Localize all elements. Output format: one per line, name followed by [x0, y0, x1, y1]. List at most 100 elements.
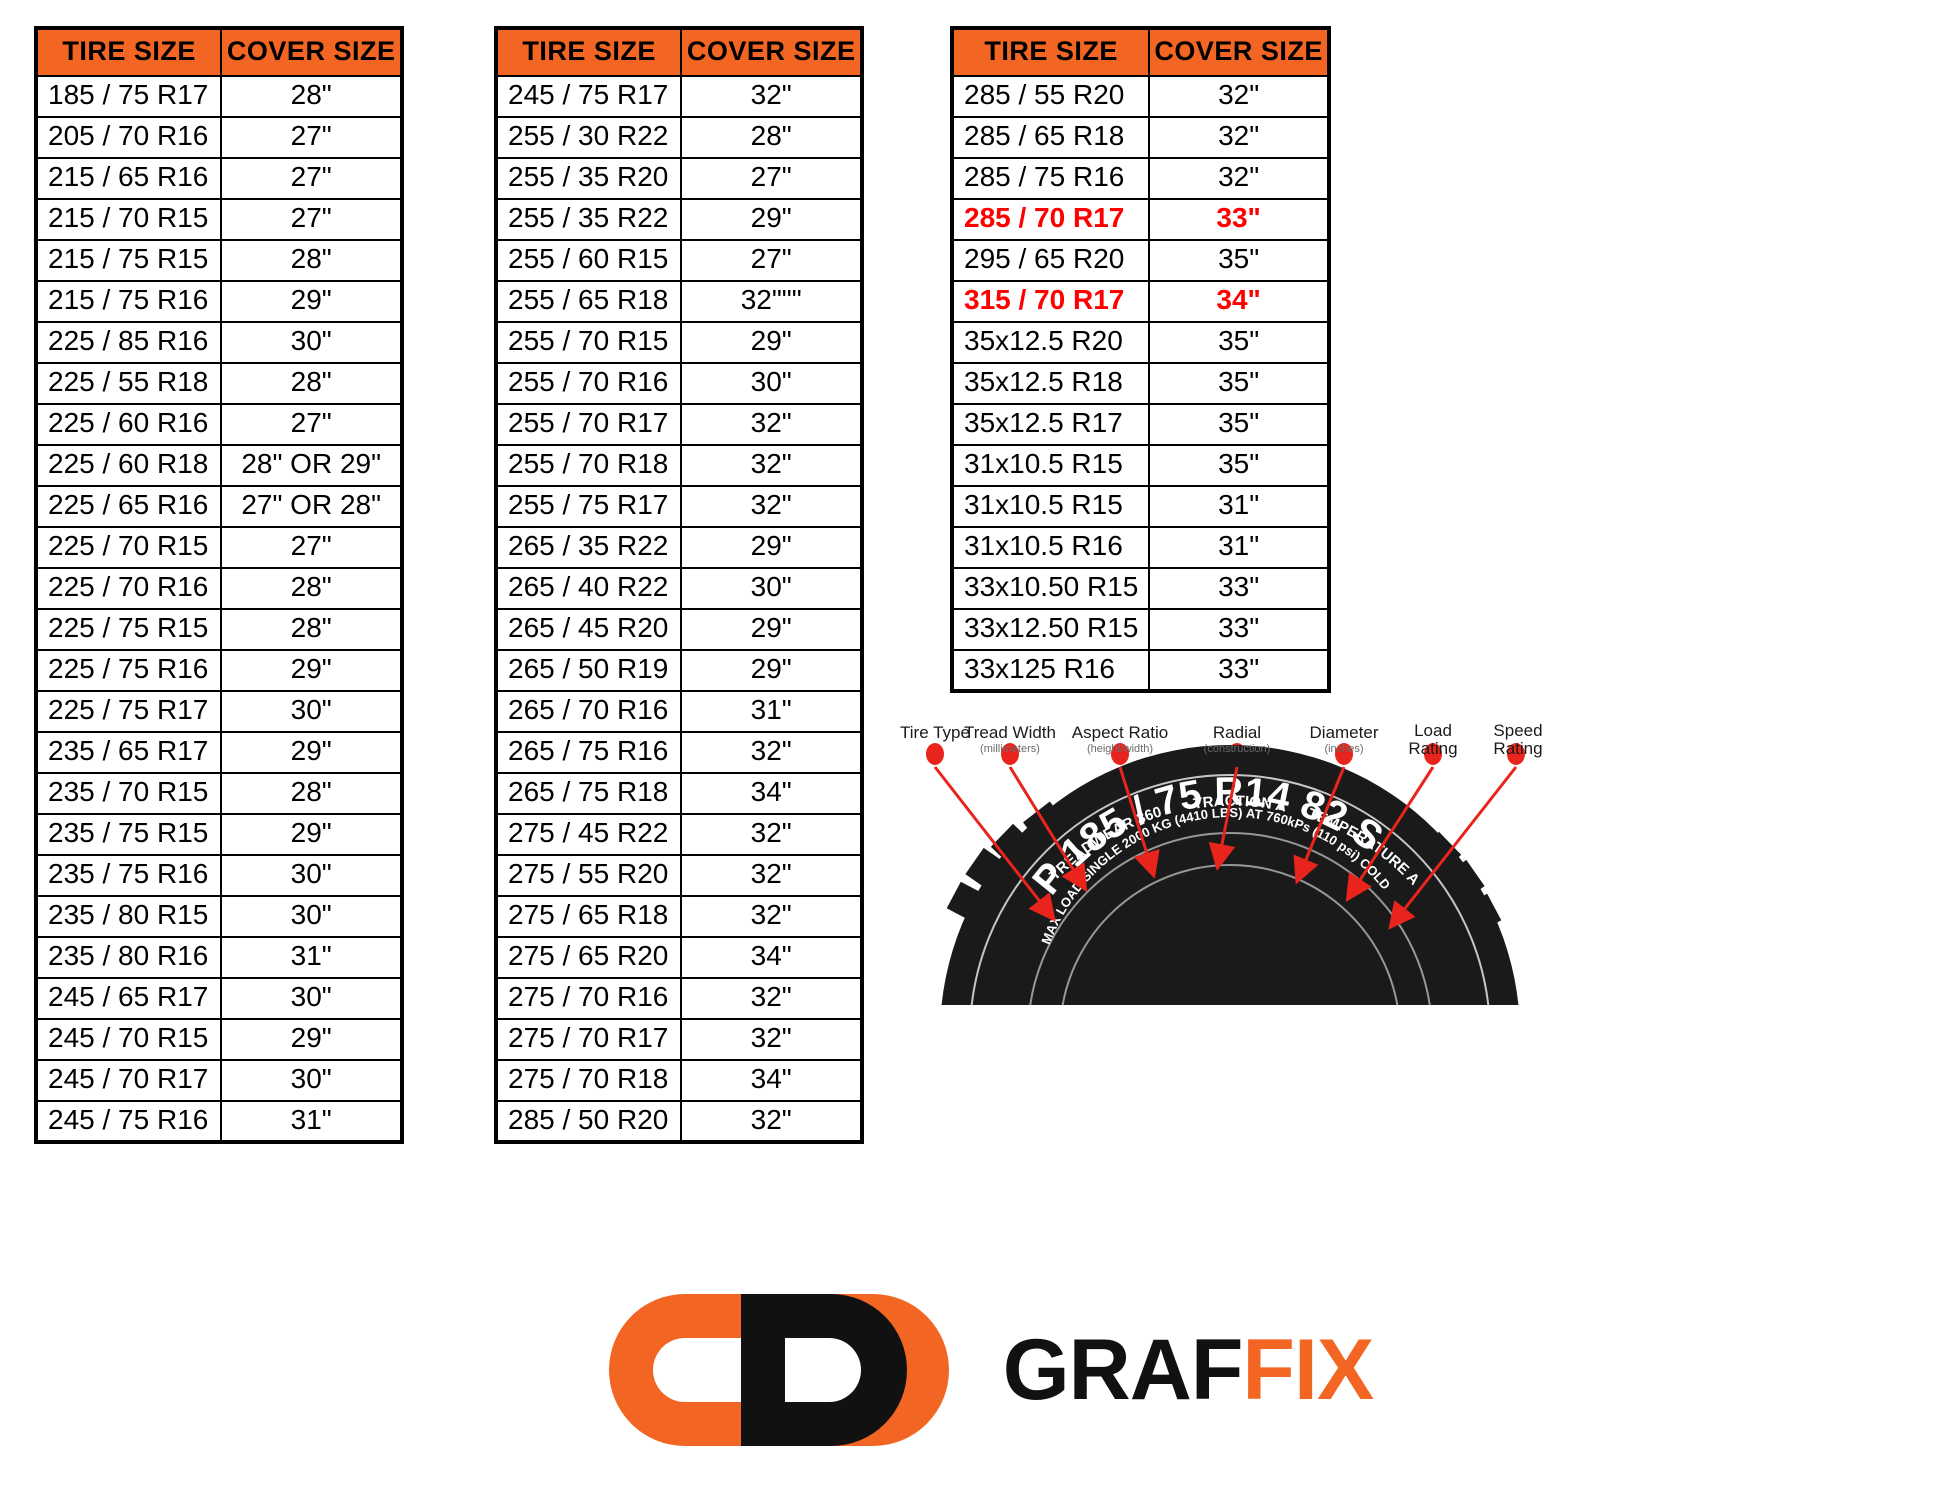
table-row: 255 / 65 R18 32"""	[494, 280, 863, 323]
table-row: 35x12.5 R17 35"	[950, 403, 1330, 446]
table-row: 185 / 75 R17 28"	[34, 75, 403, 118]
cell-tire-size: 265 / 45 R20	[494, 608, 683, 651]
table-row: 275 / 65 R18 32"	[494, 895, 863, 938]
logo-word-fix: FIX	[1242, 1321, 1374, 1418]
cell-cover-size: 34"	[680, 936, 863, 979]
table-row: 31x10.5 R15 35"	[950, 444, 1330, 487]
cell-tire-size: 235 / 75 R16	[34, 854, 223, 897]
cell-tire-size: 275 / 65 R20	[494, 936, 683, 979]
cell-tire-size: 205 / 70 R16	[34, 116, 223, 159]
table-row: 255 / 35 R22 29"	[494, 198, 863, 241]
cell-tire-size: 275 / 65 R18	[494, 895, 683, 938]
cell-tire-size: 275 / 70 R18	[494, 1059, 683, 1102]
cell-tire-size: 215 / 75 R16	[34, 280, 223, 323]
cell-tire-size: 265 / 40 R22	[494, 567, 683, 610]
table-row: 245 / 65 R17 30"	[34, 977, 403, 1020]
logo-mark-icon	[608, 1294, 949, 1446]
table-row: 215 / 75 R15 28"	[34, 239, 403, 282]
cell-tire-size: 235 / 80 R16	[34, 936, 223, 979]
table-row: 265 / 70 R16 31"	[494, 690, 863, 733]
cell-cover-size: 28"	[220, 608, 403, 651]
tire-size-table-2: TIRE SIZE COVER SIZE 245 / 75 R17 32" 255 …	[494, 26, 864, 1144]
table-row: 295 / 65 R20 35"	[950, 239, 1330, 282]
table-row: 225 / 75 R16 29"	[34, 649, 403, 692]
cell-cover-size: 30"	[220, 321, 403, 364]
table-row: 225 / 65 R16 27" OR 28"	[34, 485, 403, 528]
cell-tire-size: 255 / 35 R20	[494, 157, 683, 200]
table-row: 35x12.5 R20 35"	[950, 321, 1330, 364]
cell-tire-size: 35x12.5 R18	[950, 362, 1151, 405]
cell-tire-size: 235 / 70 R15	[34, 772, 223, 815]
cell-tire-size: 225 / 75 R15	[34, 608, 223, 651]
cell-tire-size: 245 / 75 R17	[494, 75, 683, 118]
cell-tire-size: 225 / 70 R16	[34, 567, 223, 610]
cell-cover-size: 33"	[1148, 608, 1330, 651]
cell-cover-size: 33"	[1148, 649, 1330, 692]
cell-cover-size: 28"	[220, 567, 403, 610]
cell-cover-size: 29"	[220, 731, 403, 774]
table-row: 275 / 45 R22 32"	[494, 813, 863, 856]
cell-cover-size: 29"	[220, 649, 403, 692]
cell-tire-size: 225 / 60 R16	[34, 403, 223, 446]
cell-cover-size: 28"	[220, 772, 403, 815]
table-row: 235 / 70 R15 28"	[34, 772, 403, 815]
cell-cover-size: 32"	[1148, 157, 1330, 200]
table-row: 275 / 65 R20 34"	[494, 936, 863, 979]
table-row: 265 / 45 R20 29"	[494, 608, 863, 651]
cell-tire-size: 245 / 65 R17	[34, 977, 223, 1020]
label-speed-rating: Speed Rating	[1493, 721, 1543, 758]
table-row: 33x12.50 R15 33"	[950, 608, 1330, 651]
table-body-3: 285 / 55 R20 32" 285 / 65 R18 32" 285 / 75 R…	[950, 75, 1330, 692]
table-row: 215 / 65 R16 27"	[34, 157, 403, 200]
label-diameter: Diameter (inches)	[1309, 723, 1379, 755]
table-row: 205 / 70 R16 27"	[34, 116, 403, 159]
table-row: 255 / 70 R16 30"	[494, 362, 863, 405]
table-row: 275 / 70 R18 34"	[494, 1059, 863, 1102]
column-header-cover-size: COVER SIZE	[680, 27, 863, 77]
cell-cover-size: 32"""	[680, 280, 863, 323]
cell-tire-size: 33x12.50 R15	[950, 608, 1151, 651]
table-row: 33x125 R16 33"	[950, 649, 1330, 692]
leader-arrows	[933, 766, 1518, 930]
logo-wordmark: GRAFFIX	[1003, 1321, 1374, 1420]
cell-cover-size: 32"	[1148, 75, 1330, 118]
cell-cover-size: 30"	[220, 854, 403, 897]
cell-cover-size: 27"	[680, 239, 863, 282]
cell-cover-size: 30"	[680, 362, 863, 405]
table-row: 225 / 85 R16 30"	[34, 321, 403, 364]
cell-tire-size: 275 / 70 R16	[494, 977, 683, 1020]
table-header-row: TIRE SIZE COVER SIZE	[34, 27, 403, 77]
label-aspect-ratio: Aspect Ratio (height/width)	[1071, 723, 1169, 755]
table-row: 255 / 35 R20 27"	[494, 157, 863, 200]
table-row: 245 / 75 R16 31"	[34, 1100, 403, 1143]
brand-logo: GRAFFIX	[0, 1280, 1946, 1460]
table-row: 255 / 60 R15 27"	[494, 239, 863, 282]
table-row: 235 / 75 R15 29"	[34, 813, 403, 856]
cell-tire-size: 265 / 50 R19	[494, 649, 683, 692]
tire-size-table-1: TIRE SIZE COVER SIZE 185 / 75 R17 28" 205 …	[34, 26, 404, 1144]
cell-tire-size: 245 / 70 R15	[34, 1018, 223, 1061]
cell-tire-size: 275 / 70 R17	[494, 1018, 683, 1061]
label-tire-type: Tire Type	[900, 723, 970, 742]
cell-cover-size: 28" OR 29"	[220, 444, 403, 487]
cell-cover-size: 28"	[220, 362, 403, 405]
cell-cover-size: 29"	[220, 813, 403, 856]
table-row: 255 / 70 R15 29"	[494, 321, 863, 364]
table-row: 265 / 50 R19 29"	[494, 649, 863, 692]
table-row: 265 / 40 R22 30"	[494, 567, 863, 610]
table-header-row: TIRE SIZE COVER SIZE	[494, 27, 863, 77]
diagram-label-group: Tire Type Tread Width (millimeters) Aspe…	[900, 722, 1560, 1000]
table-row: 225 / 60 R18 28" OR 29"	[34, 444, 403, 487]
table-row: 275 / 70 R16 32"	[494, 977, 863, 1020]
cell-cover-size: 27"	[220, 157, 403, 200]
cell-cover-size: 31"	[1148, 485, 1330, 528]
cell-cover-size: 29"	[680, 526, 863, 569]
cell-tire-size: 245 / 70 R17	[34, 1059, 223, 1102]
table-row: 315 / 70 R17 34"	[950, 280, 1330, 323]
cell-cover-size: 32"	[680, 731, 863, 774]
cell-tire-size: 225 / 85 R16	[34, 321, 223, 364]
cell-cover-size: 35"	[1148, 239, 1330, 282]
cell-tire-size: 275 / 45 R22	[494, 813, 683, 856]
table-row: 245 / 70 R15 29"	[34, 1018, 403, 1061]
